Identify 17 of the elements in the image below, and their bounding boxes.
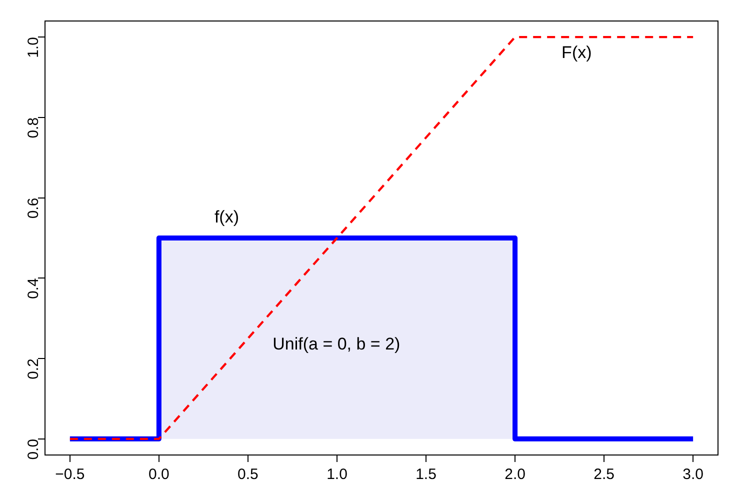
y-tick-label: 0.6: [25, 198, 42, 219]
y-tick-label: 0.2: [25, 358, 42, 380]
annotation: Unif(a = 0, b = 2): [272, 334, 400, 354]
x-tick-label: 2.0: [504, 466, 526, 484]
x-tick-label: 1.0: [326, 466, 348, 484]
y-tick-label: 0.0: [25, 438, 42, 460]
y-tick-label: 0.4: [25, 278, 42, 300]
annotation: F(x): [562, 42, 592, 62]
y-tick-label: 1.0: [25, 37, 42, 58]
x-tick-label: 0.0: [148, 466, 170, 484]
x-tick-label: 1.5: [416, 466, 436, 484]
y-tick-label: 0.8: [25, 117, 42, 138]
x-tick-label: 0.5: [238, 466, 258, 484]
annotation: f(x): [214, 208, 239, 227]
x-tick-label: 2.5: [594, 466, 614, 484]
x-tick-label: −0.5: [55, 466, 85, 484]
x-tick-label: 3.0: [682, 466, 704, 484]
